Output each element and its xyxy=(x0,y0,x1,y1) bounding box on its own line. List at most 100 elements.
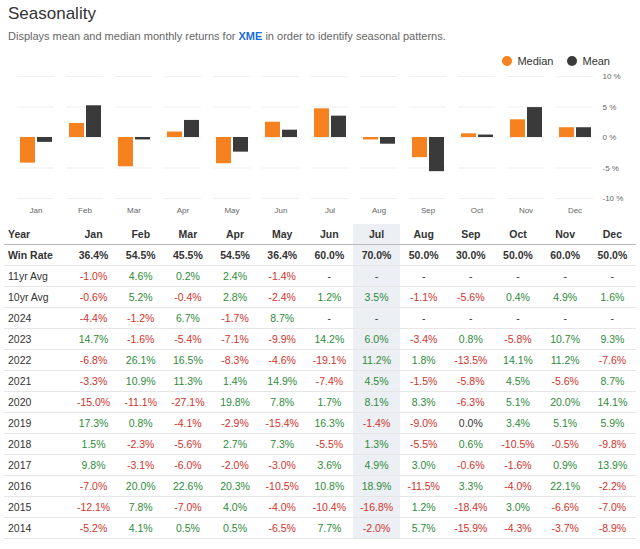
html-text:-3.3%: -3.3% xyxy=(79,375,108,387)
html-text:-5.4%: -5.4% xyxy=(174,333,202,345)
html-text:60.0%: 60.0% xyxy=(314,249,345,261)
html-text:-1.4%: -1.4% xyxy=(268,270,296,282)
html-text:50.0%: 50.0% xyxy=(597,249,628,261)
html-text:14.2%: 14.2% xyxy=(314,333,345,345)
html-text:1.2%: 1.2% xyxy=(317,291,342,303)
html-text:50.0%: 50.0% xyxy=(503,249,533,261)
html-text:2023: 2023 xyxy=(8,333,32,345)
html-text:6.0%: 6.0% xyxy=(364,333,389,345)
html-text:26.1%: 26.1% xyxy=(125,354,156,366)
html-text:-5.8%: -5.8% xyxy=(504,333,532,345)
html-text:Year: Year xyxy=(8,228,31,240)
svg-text:Sep: Sep xyxy=(421,206,436,215)
html-text:Displays mean and median month: Displays mean and median monthly returns… xyxy=(8,30,446,42)
html-text:2024: 2024 xyxy=(8,312,32,324)
html-text:54.5%: 54.5% xyxy=(220,249,250,261)
html-text:-6.8%: -6.8% xyxy=(79,354,108,366)
html-text:16.5%: 16.5% xyxy=(173,354,203,366)
html-text:2022: 2022 xyxy=(8,354,32,366)
html-text:0.8%: 0.8% xyxy=(458,333,483,345)
html-text:May: May xyxy=(272,228,293,240)
html-text:2.8%: 2.8% xyxy=(223,291,247,303)
html-text:36.4%: 36.4% xyxy=(78,249,109,261)
html-text:-0.4%: -0.4% xyxy=(174,291,202,303)
svg-text:Jan: Jan xyxy=(30,206,43,215)
svg-text:Feb: Feb xyxy=(78,206,92,215)
svg-text:May: May xyxy=(224,206,239,215)
html-text:Win Rate: Win Rate xyxy=(8,249,53,261)
svg-text:Apr: Apr xyxy=(177,206,190,215)
svg-text:Jun: Jun xyxy=(275,206,288,215)
html-text:Median: Median xyxy=(517,55,554,67)
html-text:0.4%: 0.4% xyxy=(506,291,530,303)
html-text:Oct: Oct xyxy=(509,228,527,240)
html-text:-1.1%: -1.1% xyxy=(410,291,438,303)
svg-text:-5 %: -5 % xyxy=(603,164,619,173)
html-text:-3.4%: -3.4% xyxy=(410,333,438,345)
html-text:-2.4%: -2.4% xyxy=(268,291,296,303)
html-text:Jun: Jun xyxy=(320,228,339,240)
html-text:-4.6%: -4.6% xyxy=(268,354,296,366)
html-text:14.1%: 14.1% xyxy=(503,354,533,366)
html-text:-0.6%: -0.6% xyxy=(79,291,108,303)
html-text:-1.6%: -1.6% xyxy=(127,333,155,345)
html-text:Apr: Apr xyxy=(226,228,245,240)
html-text:4.9%: 4.9% xyxy=(553,291,578,303)
html-text:1.8%: 1.8% xyxy=(411,354,436,366)
html-text:45.5%: 45.5% xyxy=(173,249,203,261)
html-text:Aug: Aug xyxy=(413,228,434,240)
svg-text:Oct: Oct xyxy=(471,206,484,215)
html-text:36.4%: 36.4% xyxy=(267,249,298,261)
html-text:Mean: Mean xyxy=(582,55,610,67)
html-text:11.2%: 11.2% xyxy=(362,354,391,366)
html-text:54.5%: 54.5% xyxy=(125,249,156,261)
html-text:1.6%: 1.6% xyxy=(600,291,625,303)
html-text:-8.3%: -8.3% xyxy=(221,354,249,366)
html-text:70.0%: 70.0% xyxy=(361,249,392,261)
svg-text:10 %: 10 % xyxy=(603,72,621,81)
html-text:-1.7%: -1.7% xyxy=(221,312,249,324)
html-text:-13.5%: -13.5% xyxy=(454,354,488,366)
html-text:Nov: Nov xyxy=(555,228,576,240)
svg-text:Mar: Mar xyxy=(127,206,141,215)
svg-text:Jul: Jul xyxy=(325,206,335,215)
html-text:10.7%: 10.7% xyxy=(550,333,580,345)
html-text:11.2%: 11.2% xyxy=(550,354,580,366)
html-text:9.3%: 9.3% xyxy=(600,333,625,345)
html-text:3.5%: 3.5% xyxy=(364,291,389,303)
html-text:5.2%: 5.2% xyxy=(128,291,153,303)
html-text:4.6%: 4.6% xyxy=(128,270,153,282)
html-text:-19.1%: -19.1% xyxy=(312,354,346,366)
html-text:2021: 2021 xyxy=(8,375,32,387)
html-text:Feb: Feb xyxy=(131,228,151,240)
svg-text:5 %: 5 % xyxy=(603,103,617,112)
svg-text:-10 %: -10 % xyxy=(603,194,624,203)
html-text:Jan: Jan xyxy=(84,228,103,240)
html-text:Mar: Mar xyxy=(178,228,198,240)
html-text:Sep: Sep xyxy=(461,228,481,240)
html-text:0.2%: 0.2% xyxy=(175,270,200,282)
html-text:Seasonality: Seasonality xyxy=(8,4,96,23)
svg-text:Aug: Aug xyxy=(372,206,386,215)
html-text:50.0%: 50.0% xyxy=(408,249,439,261)
html-text:60.0%: 60.0% xyxy=(550,249,580,261)
html-text:Jul: Jul xyxy=(368,228,385,240)
html-text:11yr Avg: 11yr Avg xyxy=(8,270,48,282)
html-text:Dec: Dec xyxy=(602,228,622,240)
svg-text:Nov: Nov xyxy=(519,206,533,215)
html-text:-1.0%: -1.0% xyxy=(79,270,108,282)
svg-text:0 %: 0 % xyxy=(603,133,617,142)
html-text:-7.1%: -7.1% xyxy=(221,333,249,345)
html-text:-4.4%: -4.4% xyxy=(79,312,108,324)
html-text:10yr Avg: 10yr Avg xyxy=(8,291,49,303)
html-text:-7.6%: -7.6% xyxy=(598,354,627,366)
html-text:6.7%: 6.7% xyxy=(175,312,200,324)
html-text:8.7%: 8.7% xyxy=(270,312,295,324)
html-text:30.0%: 30.0% xyxy=(455,249,486,261)
svg-text:Dec: Dec xyxy=(568,206,582,215)
html-text:-1.2%: -1.2% xyxy=(127,312,155,324)
html-text:-5.6%: -5.6% xyxy=(457,291,485,303)
html-text:-9.9%: -9.9% xyxy=(268,333,296,345)
html-text:14.7%: 14.7% xyxy=(78,333,109,345)
html-text:2.4%: 2.4% xyxy=(223,270,247,282)
